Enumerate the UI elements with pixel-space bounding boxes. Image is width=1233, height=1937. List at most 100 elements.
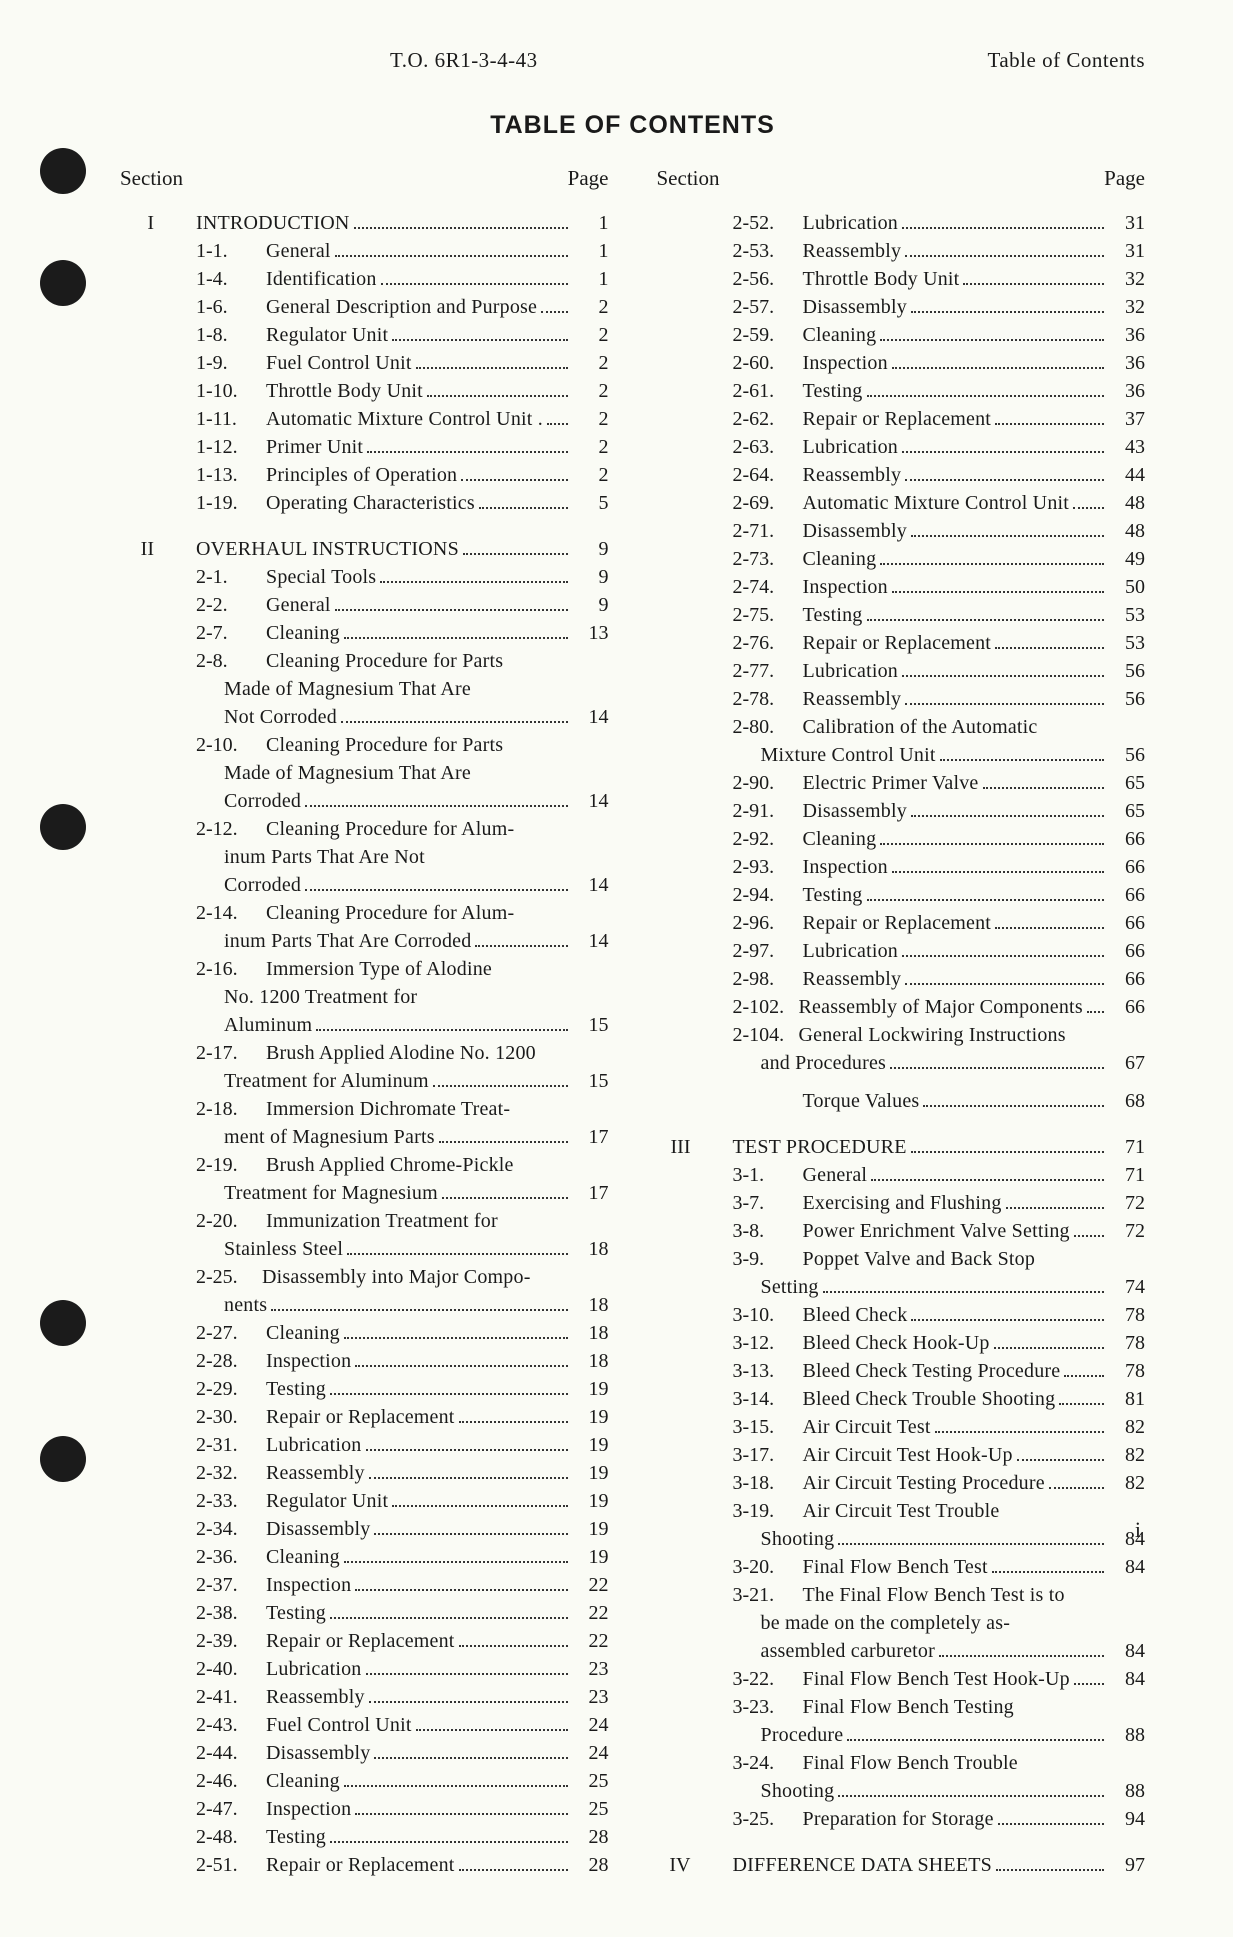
toc-entry: 2-46.Cleaning25 xyxy=(120,1767,609,1795)
entry-page: 82 xyxy=(1107,1441,1145,1469)
toc-entry: 2-96.Repair or Replacement66 xyxy=(657,909,1146,937)
entry-page: 50 xyxy=(1107,573,1145,601)
entry-page: 19 xyxy=(571,1403,609,1431)
toc-entry: 3-25.Preparation for Storage94 xyxy=(657,1805,1146,1833)
toc-entry: 2-1.Special Tools9 xyxy=(120,563,609,591)
entry-number: 2-94. xyxy=(733,881,799,909)
entry-title: Air Circuit Testing Procedure xyxy=(803,1469,1108,1497)
toc-entry: 3-19.Air Circuit Test Trouble xyxy=(657,1497,1146,1525)
section-heading-row: IIITEST PROCEDURE71 xyxy=(657,1133,1146,1161)
entry-page: 48 xyxy=(1107,489,1145,517)
entry-title: Disassembly xyxy=(803,797,1108,825)
entry-title: Bleed Check Testing Procedure xyxy=(803,1357,1108,1385)
entry-title: Testing xyxy=(266,1375,571,1403)
entry-title: Lubrication xyxy=(803,433,1108,461)
entry-title: Cleaning xyxy=(266,619,571,647)
entry-number: 3-20. xyxy=(733,1553,799,1581)
entry-title: Disassembly xyxy=(266,1739,571,1767)
entry-page: 2 xyxy=(571,377,609,405)
entry-page: 2 xyxy=(571,405,609,433)
toc-entry-continuation: Aluminum15 xyxy=(120,1011,609,1039)
entry-page: 19 xyxy=(571,1515,609,1543)
toc-entry: 2-10.Cleaning Procedure for Parts xyxy=(120,731,609,759)
entry-title-cont: be made on the completely as- xyxy=(761,1609,1108,1637)
entry-title: Final Flow Bench Test xyxy=(803,1553,1108,1581)
entry-number: 2-102. xyxy=(733,993,799,1021)
entry-title: Testing xyxy=(803,601,1108,629)
entry-page: 14 xyxy=(571,787,609,815)
toc-entry: 2-69.Automatic Mixture Control Unit48 xyxy=(657,489,1146,517)
entry-title: Brush Applied Chrome-Pickle xyxy=(266,1151,571,1179)
entry-number: 2-19. xyxy=(196,1151,262,1179)
punch-hole-icon xyxy=(40,1300,86,1346)
entry-title: Lubrication xyxy=(803,657,1108,685)
toc-entry-continuation: Treatment for Aluminum15 xyxy=(120,1067,609,1095)
toc-entry: 2-14.Cleaning Procedure for Alum- xyxy=(120,899,609,927)
toc-entry: 3-18.Air Circuit Testing Procedure82 xyxy=(657,1469,1146,1497)
entry-title: Immersion Type of Alodine xyxy=(266,955,571,983)
toc-entry-continuation: inum Parts That Are Corroded14 xyxy=(120,927,609,955)
entry-title: Inspection xyxy=(803,853,1108,881)
entry-title: Immunization Treatment for xyxy=(266,1207,571,1235)
entry-number: 2-69. xyxy=(733,489,799,517)
entry-title: Cleaning xyxy=(803,825,1108,853)
toc-entry: 2-47.Inspection25 xyxy=(120,1795,609,1823)
section-title: TEST PROCEDURE xyxy=(733,1133,1108,1161)
entry-page: 72 xyxy=(1107,1217,1145,1245)
toc-entry-continuation: Mixture Control Unit56 xyxy=(657,741,1146,769)
entry-number: 2-64. xyxy=(733,461,799,489)
entry-title: General xyxy=(266,237,571,265)
toc-entry-continuation: Setting74 xyxy=(657,1273,1146,1301)
toc-entry: 3-24.Final Flow Bench Trouble xyxy=(657,1749,1146,1777)
toc-entry: 2-43.Fuel Control Unit24 xyxy=(120,1711,609,1739)
toc-entry: 2-94.Testing66 xyxy=(657,881,1146,909)
toc-entry: 3-15.Air Circuit Test82 xyxy=(657,1413,1146,1441)
toc-entry: 3-14.Bleed Check Trouble Shooting81 xyxy=(657,1385,1146,1413)
doc-id: T.O. 6R1-3-4-43 xyxy=(390,48,538,73)
toc-entry: 1-12.Primer Unit2 xyxy=(120,433,609,461)
entry-page: 81 xyxy=(1107,1385,1145,1413)
entry-title: Reassembly xyxy=(803,685,1108,713)
entry-title: Brush Applied Alodine No. 1200 xyxy=(266,1039,571,1067)
entry-page: 66 xyxy=(1107,909,1145,937)
toc-entry: 2-56.Throttle Body Unit32 xyxy=(657,265,1146,293)
entry-title: Primer Unit xyxy=(266,433,571,461)
section-roman: II xyxy=(120,535,162,563)
entry-number: 2-98. xyxy=(733,965,799,993)
entry-number: 2-29. xyxy=(196,1375,262,1403)
entry-number: 2-43. xyxy=(196,1711,262,1739)
entry-title: Reassembly xyxy=(266,1683,571,1711)
entry-number: 2-32. xyxy=(196,1459,262,1487)
entry-title: Disassembly into Major Compo- xyxy=(262,1263,571,1291)
column-headers-left: Section Page xyxy=(120,166,609,191)
entry-number: 3-10. xyxy=(733,1301,799,1329)
entry-number: 1-13. xyxy=(196,461,262,489)
toc-entry: 3-8.Power Enrichment Valve Setting72 xyxy=(657,1217,1146,1245)
entry-page: 14 xyxy=(571,927,609,955)
toc-entry-continuation: Made of Magnesium That Are xyxy=(120,759,609,787)
toc-entry: 2-61.Testing36 xyxy=(657,377,1146,405)
toc-entry-continuation: Corroded14 xyxy=(120,871,609,899)
section-block: IIITEST PROCEDURE713-1.General713-7.Exer… xyxy=(657,1133,1146,1833)
entry-page: 37 xyxy=(1107,405,1145,433)
entry-number: 2-63. xyxy=(733,433,799,461)
entry-title: Torque Values xyxy=(803,1087,1108,1115)
entry-title: General Description and Purpose xyxy=(266,293,571,321)
entry-page: 13 xyxy=(571,619,609,647)
entry-page: 84 xyxy=(1107,1665,1145,1693)
entry-number: 3-13. xyxy=(733,1357,799,1385)
entry-number: 2-74. xyxy=(733,573,799,601)
right-column: Section Page 2-52.Lubrication312-53.Reas… xyxy=(657,166,1146,1897)
entry-title-cont: and Procedures xyxy=(761,1049,1108,1077)
entry-number: 3-8. xyxy=(733,1217,799,1245)
entry-page: 2 xyxy=(571,461,609,489)
entry-number: 3-24. xyxy=(733,1749,799,1777)
entry-page: 24 xyxy=(571,1711,609,1739)
page: T.O. 6R1-3-4-43 Table of Contents TABLE … xyxy=(0,0,1233,1937)
entry-page: 66 xyxy=(1107,937,1145,965)
entry-page: 66 xyxy=(1107,965,1145,993)
entry-page: 49 xyxy=(1107,545,1145,573)
entry-page: 36 xyxy=(1107,377,1145,405)
toc-entry: 2-93.Inspection66 xyxy=(657,853,1146,881)
entry-number: 1-1. xyxy=(196,237,262,265)
